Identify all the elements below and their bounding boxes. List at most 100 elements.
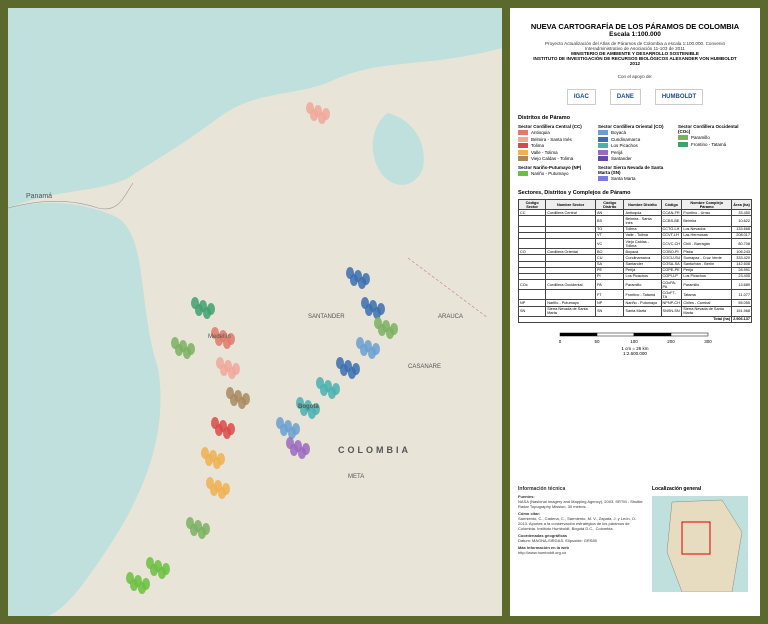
title: NUEVA CARTOGRAFÍA DE LOS PÁRAMOS DE COLO…: [530, 22, 740, 31]
location-extent: [681, 521, 711, 555]
sector-name: Sector Sierra Nevada de Santa Marta (SN): [598, 164, 664, 175]
info-text: NASA (Nasional Imagery and Mapping Agenc…: [518, 499, 643, 509]
header-cell: Área (ha): [731, 198, 752, 211]
technical-info: Información técnica Fuentes: NASA (Nasion…: [518, 486, 646, 555]
legend-swatch: [518, 170, 528, 176]
table-row: VT Valle - Tolima CCVT-LH Las Hermosas 208.0…: [517, 231, 752, 239]
paramo-areas: [126, 102, 398, 594]
table-cell: CCVC-CH: [660, 237, 683, 250]
legend-swatch: [598, 130, 608, 135]
map-label: Bogotá: [298, 404, 319, 410]
scale-tick: 100: [630, 339, 638, 344]
table-cell: Paramillo: [623, 279, 662, 291]
table-cell: FT: [594, 289, 625, 301]
legend-item: Santander: [598, 156, 670, 161]
legend-item: Valle - Tolima: [518, 149, 590, 155]
table-cell: Viejo Caldas - Tolima: [623, 237, 662, 250]
total-label: Total (ha): [517, 315, 733, 324]
legend-item: Antioquia: [518, 130, 590, 135]
legend-item: Perijá: [598, 149, 670, 155]
table-cell: [545, 237, 596, 250]
sector-name: Sector Cordillera Occidental (COc): [678, 124, 739, 134]
scale-title: Escala 1:100.000: [609, 31, 661, 38]
sector-name: Sector Nariño-Putumayo (NP): [518, 164, 582, 170]
table-cell: Belmira: [681, 215, 733, 227]
total-value: 2.906.137: [731, 315, 752, 324]
header-cell: Nombre Sector: [545, 198, 596, 211]
legend-item: Viejo Caldas - Tolima: [518, 156, 590, 161]
legend-sector: Sector Nariño-Putumayo (NP) Nariño - Putu…: [518, 165, 590, 183]
table-cell: Chilí - Barragán: [681, 237, 733, 250]
table-cell: Nariño - Putumayo: [623, 299, 662, 307]
project: Proyecto Actualización del Atlas de Pára…: [544, 41, 726, 51]
scale-segment: [633, 332, 672, 337]
institute: INSTITUTO DE INVESTIGACIÓN DE RECURSOS B…: [533, 56, 737, 61]
legend-sector: Sector Cordillera Central (CC) Antioquia B…: [518, 124, 590, 163]
year: 2012: [629, 61, 641, 66]
legend-sector: Sector Sierra Nevada de Santa Marta (SN)…: [598, 165, 670, 183]
table-cell: Sierra Nevada de Santa Marta: [681, 305, 733, 317]
table-row: VC Viejo Caldas - Tolima CCVC-CH Chilí - Ba…: [517, 237, 752, 250]
map-label: CASANARE: [408, 364, 441, 370]
legend-swatch: [598, 149, 608, 155]
legend-item: Cundinamarca: [598, 136, 670, 142]
legend-item: Boyacá: [598, 130, 670, 135]
table-cell: SNSN-SN: [660, 305, 683, 317]
table-cell: 80.708: [731, 237, 752, 250]
legend-label: Santander: [611, 156, 632, 161]
legend-swatch: [598, 175, 608, 181]
paramo-area: [232, 363, 240, 375]
table-row: NP Nariño - Putumayo NP Nariño - Putumayo NP…: [517, 299, 752, 307]
map-label: Panamá: [26, 193, 52, 200]
paramo-area: [322, 108, 330, 120]
paramo-area: [362, 273, 370, 285]
legend-label: Antioquia: [531, 130, 550, 135]
info-text: Datum: MAGNA-SIRGAS. Elipsoide: GRS80: [518, 538, 597, 543]
map-label: COLOMBIA: [338, 445, 411, 455]
map: Panamá COLOMBIA Bogotá Medellín SANTANDER ARA…: [8, 8, 502, 616]
table-cell: [545, 289, 596, 301]
logo: HUMBOLDT: [654, 89, 704, 105]
paramo-area: [227, 423, 235, 435]
legend: Distritos de Páramo Sector Cordillera Ce…: [518, 115, 752, 182]
table-cell: SN: [594, 305, 625, 317]
table-cell: BS: [594, 215, 625, 227]
legend-label: Santa Marta: [611, 175, 636, 181]
legend-item: Tolima: [518, 143, 590, 148]
table-cell: Cordillera Central: [545, 209, 596, 217]
map-label: Medellín: [208, 334, 231, 340]
table-cell: Nariño - Putumayo: [545, 299, 596, 307]
caribbean-sea: [8, 8, 502, 208]
pacific-ocean: [8, 202, 161, 616]
legend-swatch: [518, 149, 528, 155]
table-cell: 151.968: [731, 305, 752, 317]
coastline: [8, 182, 134, 210]
paramo-area: [302, 443, 310, 455]
legend-label: Belmira - Santa Inés: [531, 136, 572, 142]
legend-label: Cundinamarca: [611, 136, 641, 142]
location-land: [666, 499, 743, 593]
table-cell: COc: [517, 279, 547, 291]
paramo-area: [207, 303, 215, 315]
info-title: Información técnica: [518, 486, 566, 492]
paramo-area: [222, 483, 230, 495]
sector-name: Sector Cordillera Central (CC): [518, 124, 582, 129]
location-title: Localización general: [652, 486, 702, 492]
table-cell: [517, 215, 547, 227]
map-labels: Panamá COLOMBIA Bogotá Medellín SANTANDER ARA…: [26, 193, 463, 480]
header-cell: Código Sector: [517, 198, 547, 211]
header-cell: Código: [660, 198, 683, 211]
table-cell: Belmira - Santa Inés: [623, 215, 662, 227]
header-cell: Nombre Distrito: [623, 198, 662, 211]
paramo-area: [372, 343, 380, 355]
paramo-area: [352, 363, 360, 375]
location-map: [652, 496, 748, 593]
table-cell: 208.017: [731, 231, 752, 239]
scale-tick: 200: [667, 339, 675, 344]
table-cell: COcFT-TA: [660, 289, 683, 301]
table-cell: COcPA-PA: [660, 279, 683, 291]
info-heading: Coordenadas geográficas: [518, 533, 568, 538]
table-cell: VC: [594, 237, 625, 250]
paramo-area: [312, 403, 320, 415]
